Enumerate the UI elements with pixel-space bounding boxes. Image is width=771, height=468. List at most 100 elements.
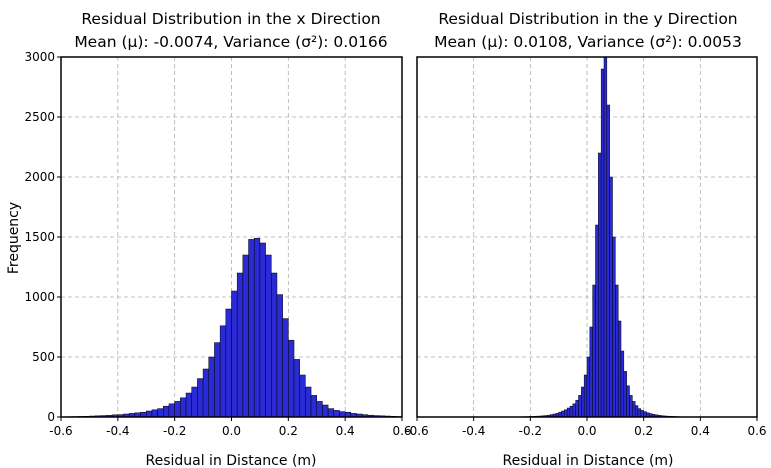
x-tick-label: -0.4 [106, 424, 129, 438]
y-tick-label: 500 [32, 350, 55, 364]
histogram-bar [598, 152, 602, 418]
histogram-bar [282, 318, 289, 418]
histogram-bar [637, 408, 642, 418]
histogram-bar [299, 374, 306, 418]
histogram-bar [322, 404, 329, 418]
y-tick-label: 1500 [24, 230, 55, 244]
histogram-bar [248, 239, 255, 418]
histogram-bar [316, 401, 323, 418]
histogram-bar [592, 284, 596, 418]
y-tick-label: 0 [47, 410, 55, 424]
histogram-bar [606, 104, 610, 418]
histogram-bar [595, 224, 599, 418]
histogram-bar [253, 237, 261, 418]
y-tick-label: 3000 [24, 50, 55, 64]
y-axis-label: Frequency [6, 202, 22, 274]
histogram-bar [612, 236, 616, 418]
x-tick-label: 0.4 [336, 424, 355, 438]
histogram-bar [191, 386, 198, 418]
x-tick-label: -0.2 [163, 424, 186, 438]
histogram-bar [634, 405, 639, 418]
x-tick-label: 0.4 [691, 424, 710, 438]
histogram-bar [600, 68, 605, 418]
histogram-bar [561, 410, 565, 418]
panel-x-direction: Residual Distribution in the x Direction… [24, 10, 411, 468]
histogram-bar [146, 410, 153, 418]
y-tick-label: 2000 [24, 170, 55, 184]
histogram-bar [219, 325, 227, 418]
histogram-bar [236, 272, 244, 418]
histogram-bar [566, 407, 571, 418]
panel-1-x-axis-label: Residual in Distance (m) [145, 453, 316, 468]
histogram-bar [202, 368, 210, 418]
histogram-bar [564, 409, 568, 418]
histogram-bar [575, 399, 579, 418]
y-tick-label: 2500 [24, 110, 55, 124]
panel-1-subtitle: Mean (μ): -0.0074, Variance (σ²): 0.0166 [74, 33, 387, 51]
histogram-bar [271, 272, 278, 418]
histogram-bar [617, 320, 622, 418]
panel-1-xticks: -0.6 -0.4 -0.2 0.0 0.2 0.4 0.6 [49, 417, 412, 438]
histogram-bar [214, 342, 221, 418]
histogram-bar [157, 408, 164, 418]
histogram-bar [163, 405, 170, 418]
histogram-bar [174, 401, 181, 418]
histogram-bar [620, 350, 625, 418]
histogram-bar [168, 403, 175, 418]
histogram-bar [276, 294, 283, 418]
panel-2-subtitle: Mean (μ): 0.0108, Variance (σ²): 0.0053 [434, 33, 742, 51]
histogram-bar [572, 403, 576, 418]
histogram-bar [603, 56, 608, 418]
panel-2-bars [504, 56, 698, 418]
panel-2-xticks: -0.6 -0.4 -0.2 0.0 0.2 0.4 0.6 [405, 417, 767, 438]
histogram-bar [185, 392, 192, 418]
histogram-bar [225, 308, 232, 418]
histogram-bar [586, 356, 591, 418]
histogram-bar [569, 405, 574, 418]
histogram-bar [583, 374, 588, 418]
histogram-bar [626, 385, 630, 418]
panel-1-title: Residual Distribution in the x Direction [81, 10, 380, 28]
histogram-bar [615, 284, 619, 418]
x-tick-label: -0.6 [49, 424, 72, 438]
panel-2-title: Residual Distribution in the y Direction [438, 10, 737, 28]
panel-2-frame [416, 56, 758, 418]
panel-1-frame [60, 56, 403, 418]
histogram-bar [623, 371, 627, 418]
histogram-bar [643, 411, 647, 418]
x-tick-label: 0.6 [747, 424, 766, 438]
histogram-bar [629, 395, 633, 418]
histogram-bar [333, 410, 340, 418]
y-tick-label: 1000 [24, 290, 55, 304]
histogram-bar [288, 339, 295, 418]
histogram-bar [180, 397, 187, 418]
histogram-bar [151, 409, 158, 418]
histogram-bar [293, 359, 300, 418]
histogram-bar [197, 378, 204, 418]
histogram-bar [208, 356, 215, 418]
histogram-bar [231, 290, 238, 418]
histogram-bar [305, 386, 312, 418]
x-tick-label: 0.0 [222, 424, 241, 438]
histogram-bar [581, 386, 585, 418]
x-tick-label: -0.2 [519, 424, 542, 438]
x-tick-label: 0.6 [392, 424, 411, 438]
panel-2-x-axis-label: Residual in Distance (m) [502, 453, 673, 468]
panel-1-yticks: 0 500 1000 1500 2000 2500 3000 [24, 50, 61, 424]
histogram-bar [578, 395, 582, 418]
x-tick-label: -0.4 [462, 424, 485, 438]
histogram-bar [259, 242, 266, 418]
panel-y-direction: Residual Distribution in the y Direction… [405, 10, 766, 468]
histogram-bar [310, 395, 318, 418]
histogram-bar [589, 326, 593, 418]
histogram-bar [265, 254, 272, 418]
histogram-bar [242, 254, 249, 418]
x-tick-label: 0.2 [634, 424, 653, 438]
panel-1-bars [60, 237, 403, 418]
histogram-bar [640, 410, 644, 418]
x-tick-label: 0.2 [279, 424, 298, 438]
histogram-bar [632, 401, 636, 418]
histogram-bar [339, 411, 346, 418]
histogram-bar [327, 408, 335, 418]
